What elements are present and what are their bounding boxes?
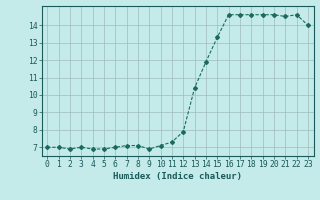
X-axis label: Humidex (Indice chaleur): Humidex (Indice chaleur) bbox=[113, 172, 242, 181]
